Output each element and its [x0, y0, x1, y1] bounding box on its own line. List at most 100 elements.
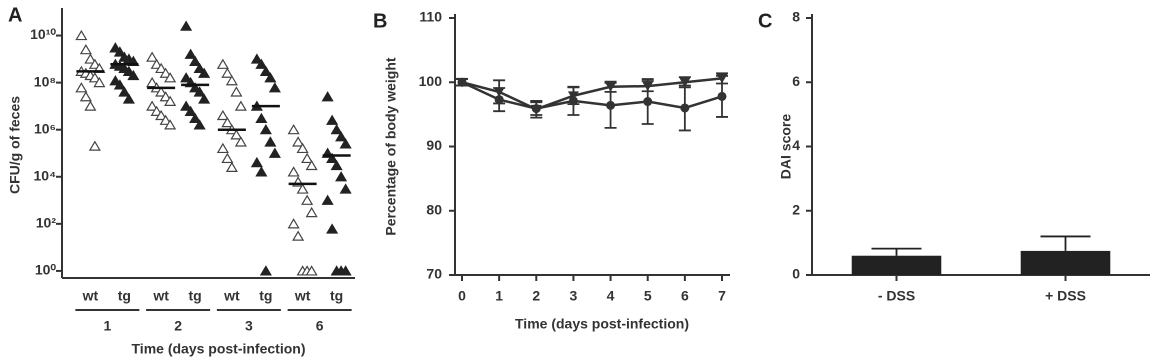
- data-point: [330, 159, 343, 171]
- data-point: [568, 96, 578, 106]
- data-point: [221, 152, 234, 164]
- data-point: [79, 91, 92, 102]
- data-point: [259, 65, 272, 76]
- data-point: [198, 67, 211, 78]
- data-point: [189, 55, 202, 66]
- data-point: [93, 76, 106, 88]
- panel-letter: A: [8, 4, 22, 26]
- x-tick-label: 2: [174, 318, 182, 334]
- data-point: [221, 67, 234, 78]
- y-tick-label: 6: [792, 73, 800, 89]
- data-point: [296, 142, 309, 154]
- y-axis-label: CFU/g of feces: [7, 96, 23, 194]
- error-bar: [1040, 235, 1091, 251]
- data-line: [461, 77, 723, 111]
- x-tick-label: 6: [681, 288, 689, 304]
- data-line: [461, 81, 723, 110]
- data-point: [335, 171, 348, 182]
- x-tick-label: 3: [570, 288, 578, 304]
- data-point: [155, 62, 168, 74]
- data-point: [84, 100, 97, 111]
- group-label: wt: [82, 288, 99, 304]
- group-label: wt: [223, 288, 240, 304]
- data-point: [326, 114, 339, 125]
- data-point: [216, 142, 229, 154]
- y-tick-label: 4: [792, 137, 800, 153]
- data-point: [234, 136, 247, 147]
- data-point: [180, 20, 193, 31]
- y-axis-label: Percentage of body weight: [383, 57, 399, 235]
- x-tick-label: 7: [718, 288, 726, 304]
- data-point: [146, 51, 159, 62]
- data-point: [292, 230, 305, 241]
- y-tick-label: 10⁶: [34, 120, 56, 136]
- y-tick-label: 110: [419, 9, 442, 25]
- data-point: [326, 223, 339, 234]
- data-point: [113, 79, 126, 90]
- data-point: [180, 100, 193, 111]
- data-point: [127, 69, 140, 81]
- x-tick-label: - DSS: [878, 288, 915, 304]
- y-tick-label: 10²: [36, 215, 57, 231]
- group-label: tg: [189, 288, 202, 304]
- data-point: [259, 265, 272, 276]
- data-point: [679, 77, 691, 88]
- data-point: [287, 124, 300, 135]
- data-point: [264, 136, 277, 147]
- data-point: [255, 112, 268, 124]
- group-label: wt: [294, 288, 311, 304]
- data-point: [326, 152, 339, 164]
- data-point: [184, 105, 197, 116]
- x-axis-label: Time (days post-infection): [132, 341, 306, 357]
- data-point: [287, 218, 300, 229]
- data-point: [159, 91, 172, 102]
- data-point: [164, 95, 177, 106]
- data-point: [259, 124, 272, 135]
- data-point: [330, 124, 343, 135]
- data-point: [159, 114, 172, 125]
- data-point: [301, 152, 314, 164]
- panel-letter: C: [758, 10, 772, 32]
- data-point: [321, 194, 334, 205]
- data-point: [75, 82, 88, 93]
- y-tick-label: 10⁴: [34, 167, 57, 183]
- data-point: [335, 131, 348, 142]
- y-tick-label: 100: [419, 73, 443, 89]
- group-label: wt: [152, 288, 169, 304]
- panel-letter: B: [373, 10, 387, 32]
- x-axis-label: Time (days post-infection): [515, 316, 689, 332]
- data-point: [264, 72, 277, 83]
- data-point: [234, 100, 247, 111]
- x-tick-label: 1: [495, 288, 503, 304]
- data-point: [296, 183, 309, 194]
- data-point: [301, 194, 314, 205]
- y-tick-label: 10¹⁰: [30, 26, 56, 42]
- data-point: [339, 183, 352, 194]
- data-point: [193, 119, 206, 130]
- data-point: [339, 265, 352, 276]
- group-label: tg: [330, 288, 343, 304]
- data-point: [268, 147, 281, 158]
- x-tick-label: + DSS: [1045, 288, 1086, 304]
- x-tick-label: 4: [607, 288, 615, 304]
- data-point: [339, 138, 352, 149]
- error-bar: [871, 247, 922, 256]
- y-tick-label: 80: [426, 201, 442, 217]
- data-point: [189, 112, 202, 124]
- data-point: [225, 75, 238, 86]
- data-point: [88, 140, 101, 151]
- x-tick-label: 3: [245, 318, 253, 334]
- data-point: [118, 86, 131, 97]
- y-tick-label: 90: [426, 137, 442, 153]
- data-point: [198, 93, 211, 104]
- data-point: [643, 97, 653, 107]
- y-tick-label: 70: [426, 266, 442, 282]
- data-point: [88, 72, 101, 83]
- y-axis-label: DAI score: [778, 114, 794, 180]
- data-point: [164, 72, 177, 83]
- x-tick-label: 1: [103, 318, 111, 334]
- data-point: [155, 86, 168, 97]
- data-point: [225, 161, 238, 172]
- data-point: [606, 100, 616, 110]
